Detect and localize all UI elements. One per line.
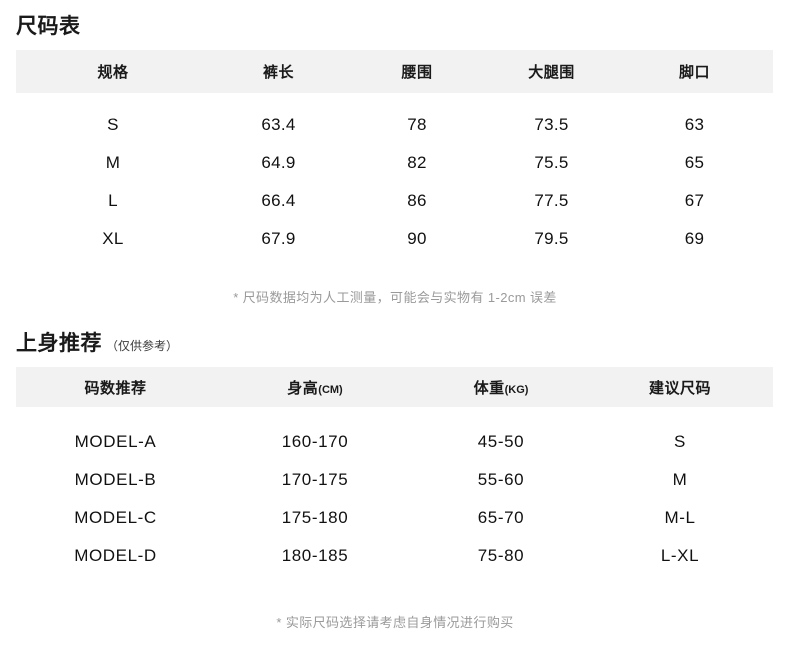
table-row: MODEL-A 160-170 45-50 S [16,423,773,461]
cell-thigh: 73.5 [534,115,569,134]
cell-waist: 78 [407,115,427,134]
cell-pant-length: 64.9 [261,153,296,172]
cell-suggested-size: S [674,432,686,451]
cell-thigh: 77.5 [534,191,569,210]
cell-model: MODEL-A [74,432,157,451]
size-chart-table: 规格 裤长 腰围 大腿围 脚口 S 63.4 78 73.5 63 M 64.9… [16,50,773,258]
size-chart-header-row: 规格 裤长 腰围 大腿围 脚口 [16,50,773,93]
size-chart-col-header-pant-length: 裤长 [262,64,294,81]
cell-model: MODEL-C [74,508,157,527]
cell-leg-opening: 67 [684,191,705,210]
cell-suggested-size: M [672,470,688,489]
fit-col-header-weight: 体重(KG) [415,377,587,398]
cell-leg-opening: 65 [684,153,705,172]
cell-model: MODEL-B [74,470,157,489]
cell-waist: 86 [407,191,427,210]
table-row: S 63.4 78 73.5 63 [16,106,773,144]
fit-col-header-suggested-size-label: 建议尺码 [648,379,711,397]
cell-height: 170-175 [281,470,349,489]
cell-weight: 55-60 [477,470,525,489]
cell-suggested-size: M-L [664,508,696,527]
fit-recommend-title-text: 上身推荐 [16,332,102,355]
table-row: MODEL-B 170-175 55-60 M [16,461,773,499]
fit-col-header-weight-label: 体重 [473,379,505,397]
table-row: MODEL-D 180-185 75-80 L-XL [16,537,773,575]
fit-col-header-height-unit: (CM) [318,383,343,396]
size-chart-col-header-spec: 规格 [97,64,129,81]
table-row: MODEL-C 175-180 65-70 M-L [16,499,773,537]
cell-height: 180-185 [281,546,349,565]
cell-spec: S [107,115,119,134]
cell-leg-opening: 63 [684,115,705,134]
cell-waist: 90 [407,229,427,248]
cell-pant-length: 63.4 [261,115,296,134]
cell-height: 160-170 [281,432,349,451]
size-chart-title-text: 尺码表 [16,15,81,38]
cell-thigh: 75.5 [534,153,569,172]
cell-model: MODEL-D [74,546,157,565]
cell-waist: 82 [407,153,427,172]
fit-col-header-weight-unit: (KG) [504,383,529,396]
fit-col-header-height: 身高(CM) [215,377,415,398]
cell-thigh: 79.5 [534,229,569,248]
fit-col-header-height-label: 身高 [287,379,319,397]
fit-recommend-body: MODEL-A 160-170 45-50 S MODEL-B 170-175 … [16,407,773,575]
size-chart-note: * 尺码数据均为人工测量，可能会与实物有 1-2cm 误差 [233,290,557,305]
fit-col-header-model-label: 码数推荐 [84,379,147,397]
fit-recommend-table: 码数推荐 身高(CM) 体重(KG) 建议尺码 MODEL-A 160-170 … [16,367,773,575]
cell-weight: 45-50 [477,432,525,451]
cell-suggested-size: L-XL [660,546,700,565]
size-chart-col-header-waist: 腰围 [401,64,433,81]
size-chart-col-header-leg-opening: 脚口 [678,64,710,81]
fit-recommend-header-row: 码数推荐 身高(CM) 体重(KG) 建议尺码 [16,367,773,407]
fit-col-header-model: 码数推荐 [16,377,215,398]
cell-spec: M [105,153,121,172]
size-chart-col-header-thigh: 大腿围 [528,64,575,81]
table-row: XL 67.9 90 79.5 69 [16,220,773,258]
fit-recommend-title: 上身推荐 （仅供参考） [16,327,178,357]
cell-weight: 75-80 [477,546,525,565]
cell-pant-length: 66.4 [261,191,296,210]
size-chart-title: 尺码表 [16,10,81,40]
fit-recommend-subtitle: （仅供参考） [106,339,179,353]
size-chart-body: S 63.4 78 73.5 63 M 64.9 82 75.5 65 L 66… [16,93,773,258]
cell-leg-opening: 69 [684,229,705,248]
cell-spec: L [108,191,118,210]
fit-recommend-note: * 实际尺码选择请考虑自身情况进行购买 [276,615,514,630]
cell-pant-length: 67.9 [261,229,296,248]
cell-height: 175-180 [281,508,349,527]
table-row: M 64.9 82 75.5 65 [16,144,773,182]
fit-col-header-suggested-size: 建议尺码 [587,377,773,398]
table-row: L 66.4 86 77.5 67 [16,182,773,220]
cell-weight: 65-70 [477,508,525,527]
cell-spec: XL [102,229,124,248]
